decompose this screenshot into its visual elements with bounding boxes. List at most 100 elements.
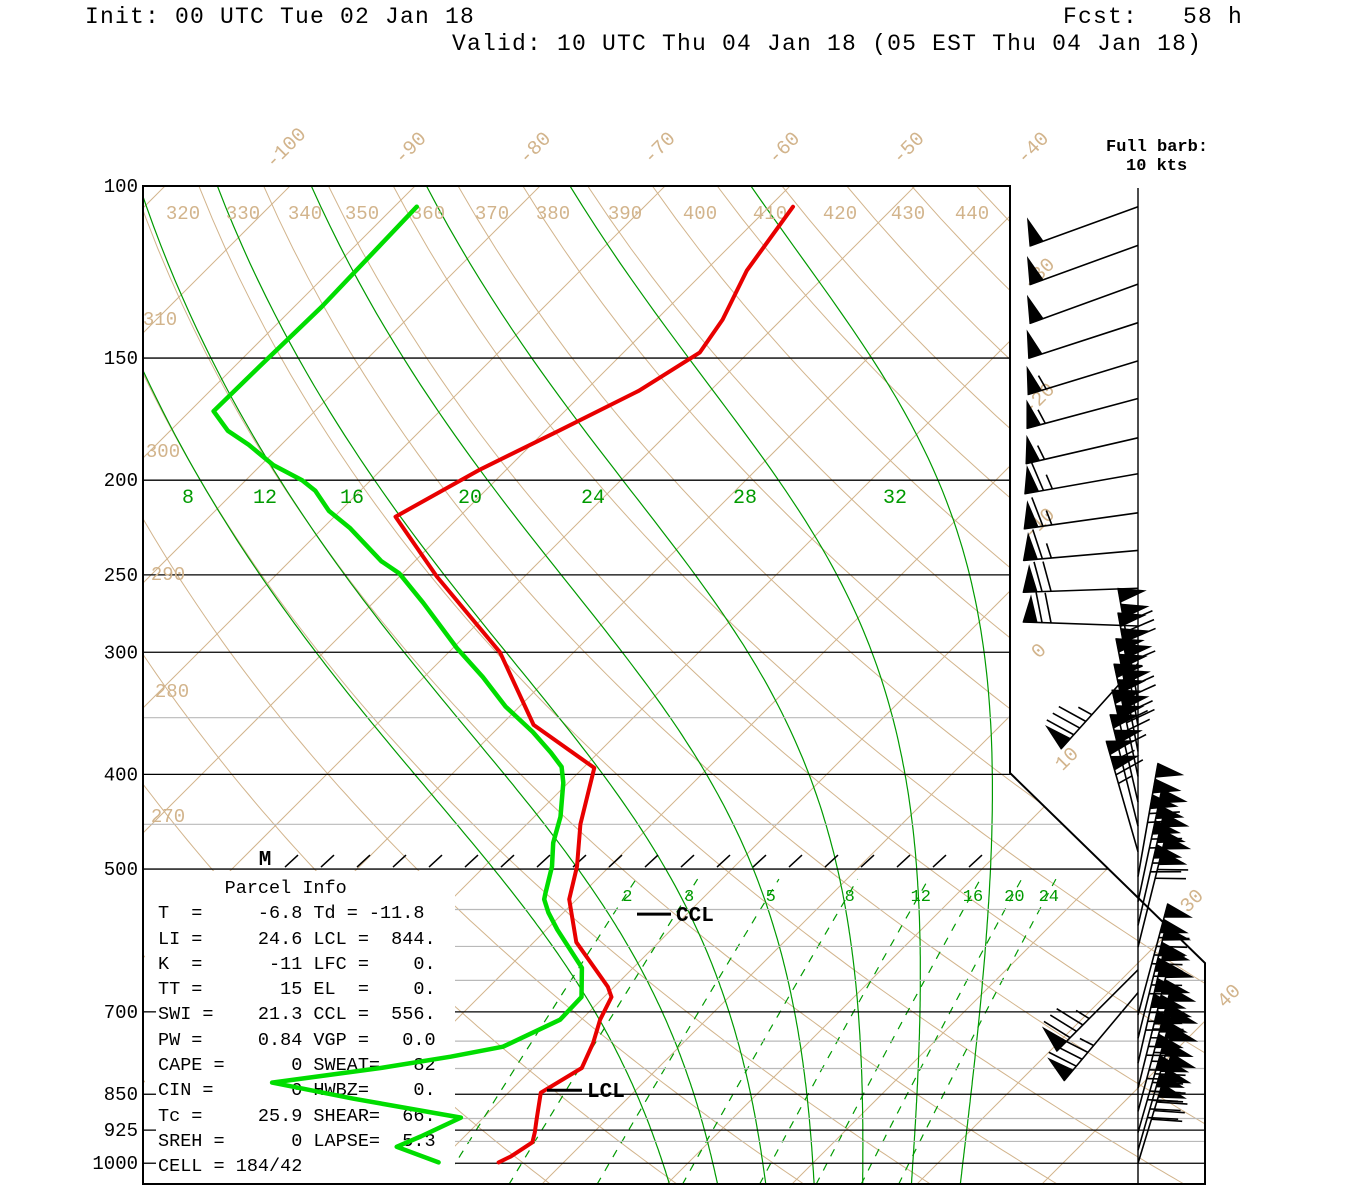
dry-adiabat-top-label: 420: [823, 203, 857, 225]
parcel-info-row: SREH = 0 LAPSE= 5.3: [158, 1130, 436, 1152]
init-time-label: Init: 00 UTC Tue 02 Jan 18: [85, 4, 476, 30]
moist-adiabat-line: [216, 186, 767, 1184]
parcel-info-row: LI = 24.6 LCL = 844.: [158, 928, 436, 950]
wind-barb: [1047, 992, 1139, 1082]
wind-barb: [1026, 244, 1139, 286]
dry-adiabat-left-label: 310: [143, 309, 177, 331]
isotherm-line: [143, 186, 666, 1184]
parcel-info-row: SWI = 21.3 CCL = 556.: [158, 1004, 436, 1026]
valid-time-label: Valid: 10 UTC Thu 04 Jan 18 (05 EST Thu …: [452, 31, 1203, 57]
isotherm-line: [143, 186, 416, 1184]
forecast-hour-label: Fcst: 58 h: [1063, 4, 1244, 30]
isotherm-line: [143, 186, 916, 1184]
mixing-ratio-label: 24: [1039, 888, 1059, 907]
dry-adiabat-top-label: 350: [345, 203, 379, 225]
wind-barbs: [1022, 205, 1199, 1164]
mixing-ratio-line: [681, 878, 859, 1184]
dry-adiabat-top-label: 360: [411, 203, 445, 225]
mixing-ratio-label: 12: [911, 888, 931, 907]
dewpoint-trace: [211, 204, 585, 1165]
mixing-ratio-line: [441, 878, 637, 1184]
hatch-tick: [788, 854, 803, 868]
hatch-tick: [356, 854, 371, 868]
parcel-info-panel: Parcel Info T = -6.8 Td = -11.8 LI = 24.6 …: [158, 876, 436, 1180]
parcel-info-row: T = -6.8 Td = -11.8: [158, 903, 425, 925]
lcl-marker-label: LCL: [587, 1081, 625, 1104]
wind-barb: [1026, 283, 1139, 325]
hatch-tick: [860, 854, 875, 868]
moist-adiabat-label: 32: [883, 487, 907, 510]
isotherm-line: [791, 186, 1205, 1184]
moist-adiabat-line: [310, 186, 815, 1184]
hatch-tick: [644, 854, 659, 868]
pressure-axis-label: 100: [104, 176, 138, 198]
hatch-tick: [500, 854, 515, 868]
wind-barb: [1026, 397, 1139, 430]
pressure-axis-label: 700: [104, 1002, 138, 1024]
dry-adiabat-top-label: 340: [288, 203, 322, 225]
hatch-tick: [680, 854, 695, 868]
wind-barb: [1022, 529, 1139, 562]
parcel-info-backdrop: [145, 871, 455, 1183]
hatch-tick: [428, 854, 443, 868]
hatch-tick: [608, 854, 623, 868]
dry-adiabat-left-label: 280: [155, 681, 189, 703]
dry-adiabat-line: [143, 186, 805, 1184]
hatch-tick: [968, 854, 983, 868]
mixing-ratio-label: 3: [684, 888, 694, 907]
wind-barb: [1022, 592, 1139, 627]
hatch-tick: [896, 854, 911, 868]
mixing-ratio-label: 16: [963, 888, 983, 907]
barb-legend-line1: Full barb:: [1106, 138, 1209, 157]
mixing-ratio-line: [596, 878, 780, 1184]
dry-adiabat-top-label: 440: [955, 203, 989, 225]
temperature-trace: [393, 204, 795, 1165]
pressure-axis-label: 150: [104, 348, 138, 370]
parcel-info-row: CELL = 184/42: [158, 1156, 303, 1178]
moist-adiabat-line: [569, 186, 921, 1184]
hatch-tick: [536, 854, 551, 868]
dry-adiabat-left-label: 270: [151, 806, 185, 828]
isotherm-line: [416, 186, 1205, 1184]
moist-adiabat-label: 8: [182, 487, 194, 510]
parcel-info-row: PW = 0.84 VGP = 0.0: [158, 1029, 436, 1051]
wind-barb: [1041, 969, 1139, 1052]
wind-barb: [1025, 434, 1139, 465]
barb-legend-line2: 10 kts: [1126, 157, 1188, 176]
dry-adiabat-line: [587, 186, 1205, 1184]
pressure-axis-label: 300: [104, 642, 138, 664]
isotherm-line: [916, 186, 1205, 1184]
dry-adiabat-top-label: 380: [536, 203, 570, 225]
wind-barb: [1024, 461, 1139, 495]
dry-adiabat-top-label: 400: [683, 203, 717, 225]
pressure-axis-label: 400: [104, 764, 138, 786]
hatch-tick: [464, 854, 479, 868]
hatch-tick: [752, 854, 767, 868]
mixing-ratio-label: 20: [1004, 888, 1024, 907]
moist-adiabat-label: 16: [340, 487, 364, 510]
dry-adiabat-top-label: 410: [753, 203, 787, 225]
dry-adiabat-line: [328, 186, 1205, 1184]
wind-barb: [1026, 321, 1139, 359]
wind-barb: [1137, 834, 1192, 948]
ccl-marker-label: CCL: [676, 905, 714, 928]
hatch-tick: [932, 854, 947, 868]
moist-adiabat-line: [143, 186, 719, 1184]
dry-adiabat-top-label: 430: [891, 203, 925, 225]
dry-adiabat-left-label: 300: [146, 441, 180, 463]
isotherm-line: [143, 186, 541, 1184]
moist-adiabat-label: 28: [733, 487, 757, 510]
hatch-tick: [320, 854, 335, 868]
pressure-axis-label: 500: [104, 859, 138, 881]
dry-adiabat-line: [263, 186, 1205, 1184]
wind-barb: [1137, 1052, 1197, 1164]
dry-adiabat-line: [522, 186, 1205, 1184]
parcel-info-title: Parcel Info: [158, 878, 347, 899]
dry-adiabat-left-label: 290: [151, 564, 185, 586]
dry-adiabat-top-label: 370: [475, 203, 509, 225]
moist-adiabat-line: [143, 186, 671, 1184]
moist-adiabat-label: 12: [253, 487, 277, 510]
parcel-info-row: CIN = 0 HWBZ= 0.: [158, 1080, 436, 1102]
